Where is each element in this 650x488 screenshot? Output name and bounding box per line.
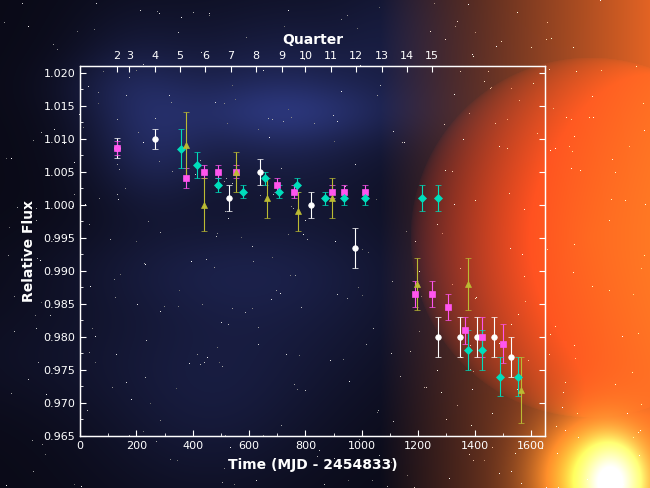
X-axis label: Time (MJD - 2454833): Time (MJD - 2454833) — [227, 458, 397, 472]
Y-axis label: Relative Flux: Relative Flux — [22, 200, 36, 302]
X-axis label: Quarter: Quarter — [282, 33, 343, 47]
